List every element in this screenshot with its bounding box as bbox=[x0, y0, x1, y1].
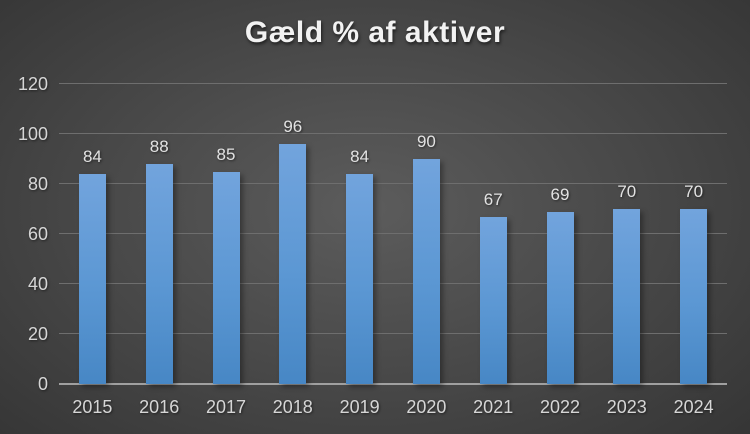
x-tick-label-2023: 2023 bbox=[606, 397, 647, 417]
x-tick-label-2015: 2015 bbox=[72, 397, 113, 417]
bar-2017 bbox=[212, 171, 240, 384]
gridline-80 bbox=[59, 183, 727, 184]
y-tick-label-40: 40 bbox=[27, 274, 48, 294]
y-axis: 0 20 40 60 80 100 120 bbox=[0, 74, 48, 394]
y-tick-label-120: 120 bbox=[17, 74, 48, 94]
data-label-2020: 90 bbox=[416, 132, 436, 151]
bar-2020 bbox=[412, 159, 440, 384]
y-tick-label-60: 60 bbox=[27, 224, 48, 244]
bar-2019 bbox=[346, 174, 374, 384]
x-tick-label-2022: 2022 bbox=[539, 397, 581, 417]
plot-area: 84 88 85 96 84 90 67 69 70 70 bbox=[59, 83, 727, 385]
x-tick-label-2019: 2019 bbox=[339, 397, 380, 417]
y-tick-label-80: 80 bbox=[27, 174, 48, 194]
data-label-2019: 84 bbox=[350, 147, 370, 166]
gridline-40 bbox=[59, 283, 727, 284]
bar-2023 bbox=[613, 209, 641, 384]
y-tick-label-0: 0 bbox=[37, 374, 48, 394]
bar-2015 bbox=[78, 174, 106, 384]
x-tick-label-2020: 2020 bbox=[406, 397, 447, 417]
gridline-60 bbox=[59, 233, 727, 234]
gridline-120 bbox=[59, 83, 727, 84]
y-tick-label-20: 20 bbox=[27, 324, 48, 344]
data-label-2016: 88 bbox=[149, 137, 169, 156]
x-tick-label-2024: 2024 bbox=[673, 397, 714, 417]
bar-2018 bbox=[279, 144, 307, 384]
x-tick-label-2021: 2021 bbox=[473, 397, 514, 417]
gridline-20 bbox=[59, 333, 727, 334]
x-tick-label-2017: 2017 bbox=[205, 397, 247, 417]
bar-2024 bbox=[680, 209, 708, 384]
bar-2022 bbox=[546, 211, 574, 384]
x-axis-line bbox=[59, 383, 727, 385]
y-tick-label-100: 100 bbox=[17, 124, 48, 144]
bar-2021 bbox=[479, 216, 507, 384]
data-label-2021: 67 bbox=[483, 189, 503, 209]
data-label-2022: 69 bbox=[550, 184, 570, 204]
x-axis: 2015 2016 2017 2018 2019 2020 2021 2022 2023 2024 bbox=[59, 395, 727, 419]
data-label-2018: 96 bbox=[283, 117, 303, 136]
x-tick-label-2018: 2018 bbox=[272, 397, 313, 417]
gridline-100 bbox=[59, 133, 727, 134]
data-label-2015: 84 bbox=[82, 147, 102, 166]
data-label-2023: 70 bbox=[617, 182, 637, 201]
data-label-2024: 70 bbox=[684, 182, 704, 201]
x-tick-label-2016: 2016 bbox=[139, 397, 180, 417]
chart-title: Gæld % af aktiver bbox=[244, 16, 506, 49]
bar-2016 bbox=[145, 164, 173, 384]
data-label-2017: 85 bbox=[216, 144, 236, 164]
